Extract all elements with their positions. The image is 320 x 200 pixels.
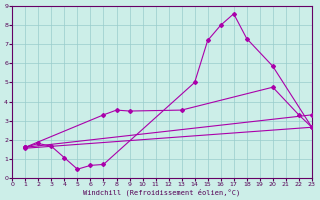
X-axis label: Windchill (Refroidissement éolien,°C): Windchill (Refroidissement éolien,°C) — [84, 188, 241, 196]
